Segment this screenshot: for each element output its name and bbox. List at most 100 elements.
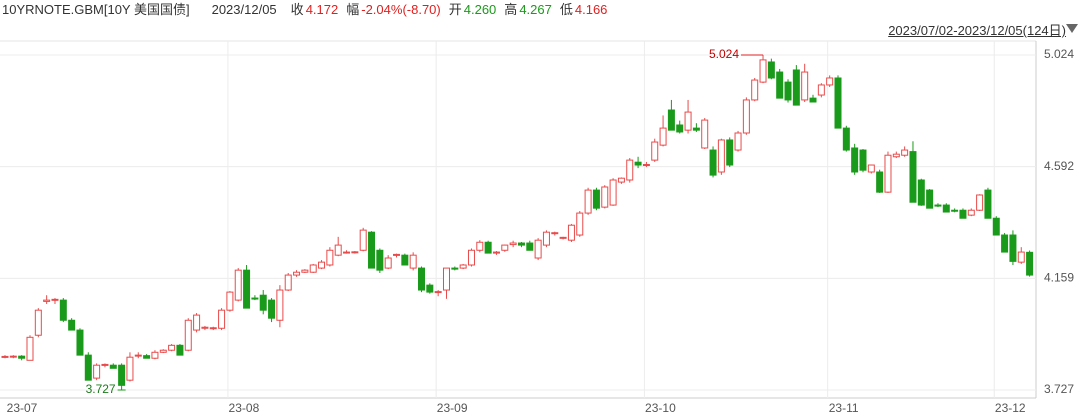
candle-body <box>851 147 859 173</box>
candle-body <box>992 217 1000 236</box>
candle-body <box>418 267 425 291</box>
range-dropdown[interactable] <box>1066 24 1078 33</box>
quote-item: 开 4.260 <box>449 2 497 17</box>
candle-body <box>343 251 351 254</box>
candle-body <box>393 253 401 256</box>
candle-body <box>592 189 600 209</box>
candle-body <box>559 236 567 239</box>
candle-body <box>526 242 534 251</box>
candle-body <box>1026 251 1034 276</box>
candle-body <box>776 71 784 99</box>
candle-body <box>601 186 609 208</box>
symbol: 10YRNOTE.GBM[10Y 美国国债] <box>2 2 190 17</box>
x-tick-label: 23-08 <box>229 401 260 415</box>
x-tick-label: 23-09 <box>437 401 468 415</box>
candle-body <box>1017 251 1025 263</box>
candle-body <box>501 244 509 251</box>
quote-label: 高 <box>504 2 518 17</box>
min-label: 3.727 <box>86 382 116 396</box>
candle-body <box>576 212 584 236</box>
candle-body <box>742 99 750 134</box>
candle-body <box>951 209 959 212</box>
candle-body <box>26 336 34 361</box>
quote-item: 幅 -2.04%(-8.70) <box>346 2 441 17</box>
candle-body <box>1009 234 1017 262</box>
candle-body <box>667 109 675 131</box>
candle-body <box>634 161 642 166</box>
quote-value: -2.04%(-8.70) <box>361 2 441 17</box>
quote-label: 开 <box>448 2 462 17</box>
candle-body <box>509 242 517 246</box>
candle-body <box>43 299 51 302</box>
candle-body <box>234 269 242 301</box>
candle-body <box>517 242 525 246</box>
candle-body <box>259 294 267 311</box>
candle-body <box>93 364 101 379</box>
candle-body <box>442 267 450 291</box>
candle-body <box>934 204 942 207</box>
candle-body <box>326 249 334 266</box>
candle-body <box>767 61 775 79</box>
candle-body <box>909 151 917 203</box>
date: 2023/12/05 <box>211 2 277 17</box>
candle-body <box>401 254 409 266</box>
candle-body <box>451 267 459 270</box>
max-label: 5.024 <box>709 47 739 61</box>
header: 10YRNOTE.GBM[10Y 美国国债] 2023/12/05 收 4.172 幅 -… <box>2 0 619 20</box>
candle-body <box>734 132 742 151</box>
y-tick-label: 4.159 <box>1044 271 1074 285</box>
candle-body <box>976 194 984 211</box>
quote-item: 高 4.267 <box>504 2 552 17</box>
candle-body <box>609 179 617 206</box>
candle-body <box>359 229 367 251</box>
x-tick-label: 23-12 <box>995 401 1026 415</box>
candle-body <box>801 71 809 101</box>
candle-body <box>384 257 392 269</box>
x-tick-label: 23-07 <box>7 401 38 415</box>
quote-value: 4.166 <box>574 2 608 17</box>
candle-body <box>884 154 892 193</box>
quote-value: 4.260 <box>463 2 497 17</box>
candle-body <box>426 284 434 293</box>
candle-body <box>34 309 42 336</box>
candle-body <box>926 189 934 209</box>
candle-body <box>717 139 725 173</box>
candle-body <box>276 289 284 321</box>
candle-body <box>176 344 184 356</box>
candle-body <box>101 363 109 366</box>
y-tick-label: 4.592 <box>1044 159 1074 173</box>
candle-body <box>534 239 542 259</box>
candle-body <box>834 77 842 129</box>
candle-body <box>293 271 301 276</box>
candle-body <box>626 159 634 181</box>
candle-body <box>792 69 800 106</box>
date-range[interactable]: 2023/07/02-2023/12/05(124日) <box>888 23 1066 38</box>
candle-body <box>842 127 850 151</box>
candle-body <box>134 354 142 357</box>
candle-body <box>484 241 492 254</box>
candle-body <box>684 111 692 131</box>
candle-body <box>959 209 967 219</box>
candle-body <box>68 319 76 331</box>
candle-body <box>859 149 867 171</box>
candle-body <box>876 171 884 193</box>
candle-body <box>201 326 209 329</box>
candle-body <box>268 299 276 319</box>
candle-body <box>318 261 326 269</box>
candle-body <box>9 355 17 358</box>
candle-body <box>376 249 384 271</box>
candle-body <box>692 127 700 131</box>
candle-body <box>984 189 992 219</box>
candle-body <box>434 291 442 294</box>
quote-value: 4.267 <box>519 2 552 17</box>
candle-body <box>967 209 975 216</box>
candle-body <box>109 364 117 369</box>
candle-body <box>701 119 709 149</box>
candle-body <box>917 179 925 206</box>
candle-body <box>901 149 909 156</box>
candle-body <box>351 251 359 254</box>
candle-body <box>84 354 92 381</box>
candle-body <box>659 127 667 146</box>
candle-body <box>143 355 151 359</box>
